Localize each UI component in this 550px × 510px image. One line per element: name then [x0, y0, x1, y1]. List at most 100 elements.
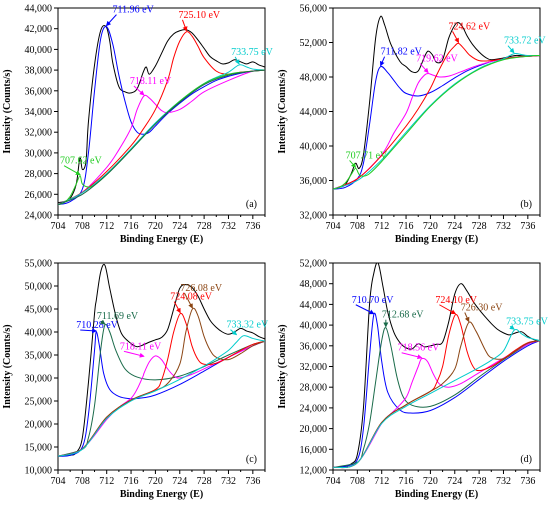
x-tick-label: 704: [51, 221, 66, 232]
y-tick-label: 30,000: [25, 148, 53, 159]
plot-frame: [57, 262, 266, 471]
x-tick-label: 720: [148, 221, 163, 232]
annotation-arrow: [355, 304, 375, 315]
x-axis-title: Binding Energy (E): [395, 489, 478, 500]
series-line-2: [58, 323, 265, 457]
series-line-6: [58, 69, 265, 206]
y-tick-label: 45,000: [25, 305, 53, 316]
series-line-2: [333, 327, 540, 468]
annotation-label: 733.75 eV: [231, 47, 273, 58]
panel-label: (a): [246, 199, 257, 210]
series-line-0: [58, 25, 265, 204]
y-axis-title: Intensity (Counts/s): [277, 324, 288, 408]
x-tick-label: 716: [124, 221, 139, 232]
x-tick-label: 736: [520, 221, 535, 232]
y-tick-label: 44,000: [300, 107, 328, 118]
x-tick-label: 704: [326, 221, 341, 232]
series-line-4: [333, 313, 540, 469]
x-tick-label: 724: [447, 221, 462, 232]
annotation-arrow: [234, 56, 240, 65]
series-group: [333, 263, 540, 469]
annotation-label: 711.96 eV: [112, 5, 154, 16]
annotation-label: 724.62 eV: [449, 21, 491, 32]
x-tick-label: 736: [245, 476, 260, 487]
series-line-3: [333, 42, 540, 190]
annotation-label: 733.75 eV: [506, 316, 548, 327]
annotation-arrow: [173, 301, 181, 314]
annotation-label: 733.32 eV: [227, 320, 269, 331]
x-tick-label: 724: [447, 476, 462, 487]
annotation-label: 724.08 eV: [170, 292, 212, 303]
y-tick-label: 28,000: [25, 169, 53, 180]
x-tick-label: 716: [124, 476, 139, 487]
y-axis-title: Intensity (Counts/s): [2, 324, 13, 408]
annotation-label: 718.11 eV: [130, 76, 172, 87]
y-tick-label: 35,000: [25, 351, 53, 362]
x-tick-label: 708: [350, 221, 365, 232]
x-tick-label: 736: [520, 476, 535, 487]
annotation-label: 724.10 eV: [435, 295, 477, 306]
y-tick-label: 20,000: [25, 420, 53, 431]
panel-label: (d): [520, 454, 532, 465]
series-group: [58, 25, 265, 206]
annotation-arrow: [99, 319, 106, 325]
y-axis-title: Intensity (Counts/s): [277, 69, 288, 153]
annotation-arrow: [181, 19, 188, 32]
y-tick-label: 48,000: [300, 73, 328, 84]
y-tick-label: 48,000: [300, 279, 328, 290]
annotation-label: 710.70 eV: [352, 295, 394, 306]
chart-panel-d: 12,000 16,000 20,000 24,000 28,000 32,000 36,0…: [277, 259, 549, 501]
series-group: [333, 15, 540, 190]
annotation-arrow: [464, 312, 470, 323]
series-line-5: [333, 321, 540, 469]
annotation-label: 711.82 eV: [381, 47, 423, 58]
y-tick-label: 44,000: [300, 300, 328, 311]
x-tick-label: 736: [245, 221, 260, 232]
x-axis-title: Binding Energy (E): [120, 234, 203, 245]
series-line-1: [333, 312, 540, 468]
x-tick-label: 708: [350, 476, 365, 487]
x-tick-label: 708: [75, 476, 90, 487]
annotation-label: 712.68 eV: [382, 310, 424, 321]
y-axis-title: Intensity (Counts/s): [2, 69, 13, 153]
annotation-arrow: [123, 350, 145, 358]
y-tick-label: 32,000: [25, 128, 53, 139]
y-tick-label: 38,000: [25, 66, 53, 77]
y-tick-label: 26,000: [25, 190, 53, 201]
y-tick-label: 40,000: [25, 328, 53, 339]
series-line-6: [58, 335, 265, 457]
x-tick-label: 728: [197, 221, 212, 232]
annotation-label: 707.62 eV: [60, 156, 102, 167]
x-tick-label: 712: [99, 221, 114, 232]
y-tick-label: 28,000: [300, 383, 328, 394]
annotation-arrow: [105, 14, 117, 27]
y-tick-label: 40,000: [300, 142, 328, 153]
x-tick-label: 732: [221, 221, 236, 232]
series-line-0: [333, 263, 540, 468]
chart-panel-a: 24,000 26,000 28,000 30,000 32,000 34,000 36,0…: [2, 4, 274, 246]
x-tick-label: 704: [326, 476, 341, 487]
y-tick-label: 36,000: [25, 86, 53, 97]
y-tick-label: 32,000: [300, 211, 328, 222]
x-tick-label: 716: [399, 221, 414, 232]
y-tick-label: 15,000: [25, 443, 53, 454]
y-tick-label: 24,000: [25, 211, 53, 222]
panel-label: (c): [246, 454, 257, 465]
y-tick-label: 44,000: [25, 4, 53, 15]
y-tick-label: 55,000: [25, 259, 53, 270]
series-line-3: [58, 340, 265, 457]
annotation-arrow: [133, 85, 145, 96]
x-tick-label: 716: [399, 476, 414, 487]
annotation-arrow: [183, 292, 193, 309]
x-tick-label: 732: [496, 476, 511, 487]
annotation-label: 726.30 eV: [461, 303, 503, 314]
series-line-2: [58, 69, 265, 206]
y-tick-label: 10,000: [25, 466, 53, 477]
annotation-arrow: [380, 56, 386, 67]
x-axis-title: Binding Energy (E): [395, 234, 478, 245]
annotation-arrow: [507, 45, 515, 54]
panel-label: (b): [520, 199, 532, 210]
series-line-0: [58, 263, 265, 457]
x-tick-label: 724: [172, 221, 187, 232]
y-tick-label: 30,000: [25, 374, 53, 385]
